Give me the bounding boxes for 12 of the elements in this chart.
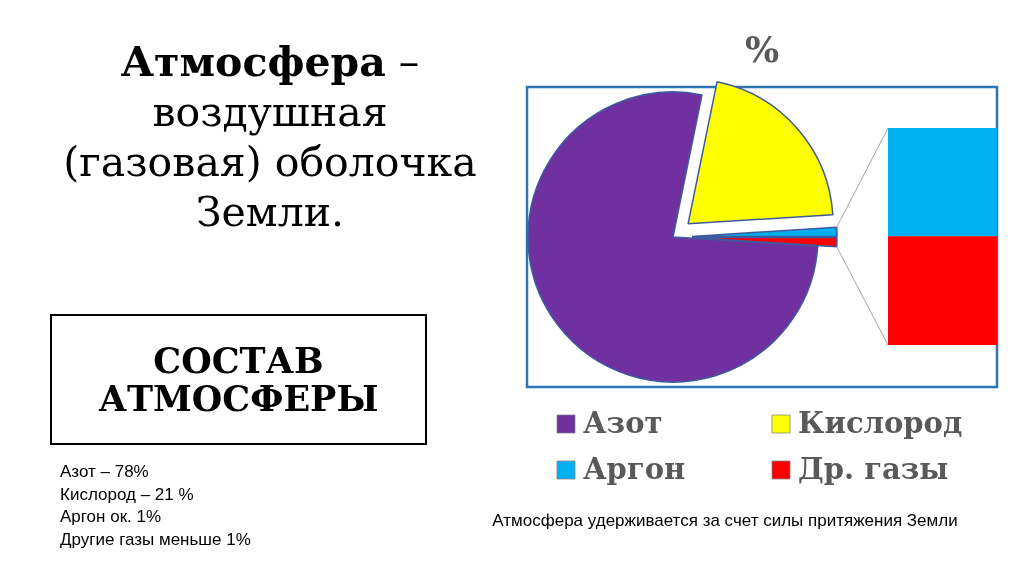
legend-label: Азот	[583, 405, 663, 440]
legend-label: Др. газы	[798, 451, 949, 486]
text: Атмосфера удерживается за счет силы притяжения Земли	[492, 511, 958, 530]
text: Аргон ок. 1%	[60, 506, 162, 528]
chart-title: %	[744, 28, 780, 71]
legend-label: Аргон	[583, 451, 686, 486]
text: СОСТАВ АТМОСФЕРЫ	[97, 339, 380, 419]
text: Другие газы меньше 1%	[60, 528, 251, 551]
legend-label: Кислород	[798, 405, 963, 440]
text: Кислород – 21 %	[60, 483, 194, 506]
text: Атмосфера – воздушная (газовая) оболочка Земли.	[62, 37, 478, 237]
text: Азот – 78%	[60, 461, 149, 483]
